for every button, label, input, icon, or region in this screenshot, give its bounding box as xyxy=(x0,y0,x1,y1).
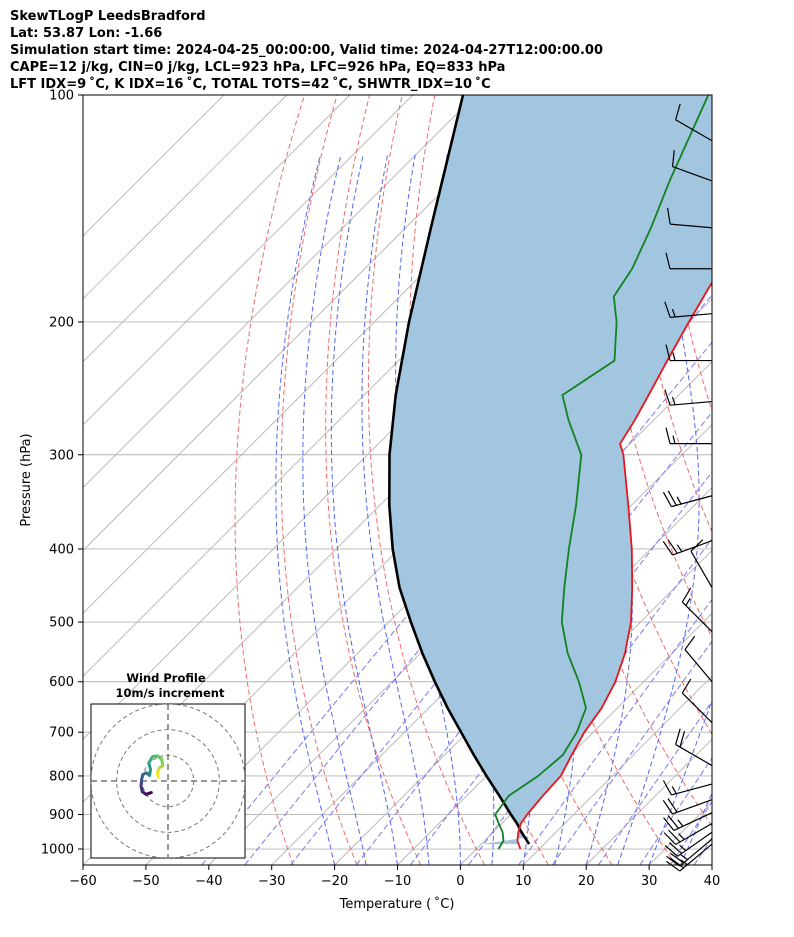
wind-barbs xyxy=(662,103,713,872)
moist-adiabat-line xyxy=(302,154,367,865)
wind-barb xyxy=(663,822,713,846)
wind-barb xyxy=(662,490,713,508)
wind-barb xyxy=(684,635,713,683)
parcel-profile xyxy=(387,95,531,845)
x-tick-label: −10 xyxy=(384,874,411,889)
station-location: Lat: 53.87 Lon: -1.66 xyxy=(10,26,163,41)
y-tick-label: 400 xyxy=(49,542,74,557)
x-tick-label: −20 xyxy=(321,874,348,889)
x-tick-label: −60 xyxy=(69,874,96,889)
dry-adiabat-line xyxy=(367,95,485,865)
x-tick-label: 20 xyxy=(578,874,595,889)
y-tick-label: 1000 xyxy=(41,843,74,858)
stability-parameters: CAPE=12 j/kg, CIN=0 j/kg, LCL=923 hPa, L… xyxy=(10,60,506,75)
moist-adiabat-line xyxy=(680,791,712,865)
dry-adiabat-line xyxy=(234,95,305,865)
simulation-times: Simulation start time: 2024-04-25_00:00:… xyxy=(10,43,603,58)
y-tick-label: 600 xyxy=(49,675,74,690)
y-tick-label: 700 xyxy=(49,726,74,741)
wind-barb xyxy=(665,427,712,445)
moist-adiabat-line xyxy=(648,698,712,865)
y-tick-label: 500 xyxy=(49,616,74,631)
y-tick-label: 300 xyxy=(49,448,74,463)
isotherm-line xyxy=(83,95,288,300)
wind-barb xyxy=(666,207,713,229)
moist-adiabat-line xyxy=(711,863,712,865)
wind-barb xyxy=(666,838,713,867)
moist-adiabat-line xyxy=(617,154,700,865)
wind-barb xyxy=(681,678,713,724)
dry-adiabat-line xyxy=(280,95,358,865)
isotherm-line xyxy=(83,95,414,426)
isotherm-line xyxy=(271,424,712,865)
x-tick-label: −30 xyxy=(258,874,285,889)
index-parameters: LFT IDX=9 ˚C, K IDX=16 ˚C, TOTAL TOTS=42… xyxy=(10,77,491,92)
hodograph-inset: Wind Profile 10m/s increment xyxy=(90,671,246,859)
y-tick-label: 200 xyxy=(49,315,74,330)
wind-barb xyxy=(665,344,712,362)
y-axis-label: Pressure (hPa) xyxy=(19,433,34,526)
y-tick-label: 800 xyxy=(49,769,74,784)
x-tick-label: 10 xyxy=(515,874,532,889)
x-tick-label: −50 xyxy=(132,874,159,889)
x-tick-label: 30 xyxy=(641,874,658,889)
wind-barb xyxy=(664,831,713,857)
x-axis-label: Temperature ( ˚C) xyxy=(339,896,455,912)
wind-barb xyxy=(675,728,713,767)
mixing-ratio-line xyxy=(597,700,712,865)
axes: −60 −50 −40 −30 −20 −10 0 10 20 30 40 100 200 300 400 5… xyxy=(41,89,720,890)
mixing-ratio-line xyxy=(355,411,712,865)
isotherm-line xyxy=(711,864,712,865)
x-tick-label: −40 xyxy=(195,874,222,889)
wind-barb xyxy=(662,798,713,815)
hodograph-title: Wind Profile xyxy=(126,671,206,685)
x-tick-label: 0 xyxy=(456,874,464,889)
isotherm-line xyxy=(775,95,794,865)
dewpoint-profile xyxy=(494,95,710,850)
y-tick-label: 100 xyxy=(49,89,74,104)
plot-area xyxy=(83,95,794,865)
dry-adiabat-line xyxy=(629,95,712,533)
wind-barb xyxy=(662,539,713,556)
wind-barb xyxy=(665,252,712,270)
isotherm-line xyxy=(460,612,712,865)
chart-title: SkewTLogP LeedsBradford xyxy=(10,9,206,24)
isotherm-line xyxy=(522,675,712,865)
x-tick-label: 40 xyxy=(704,874,721,889)
moist-adiabat-line xyxy=(275,154,336,865)
y-tick-label: 900 xyxy=(49,808,74,823)
wind-barb xyxy=(671,150,713,182)
wind-barb xyxy=(690,539,713,588)
isotherm-line xyxy=(83,95,539,552)
cape-cin-shading xyxy=(389,95,712,845)
isotherm-line xyxy=(83,95,476,489)
wind-barb xyxy=(663,812,713,831)
mixing-ratio-line xyxy=(551,640,712,865)
wind-barb xyxy=(662,780,713,796)
wind-barb xyxy=(675,103,713,142)
chart-header: SkewTLogP LeedsBradford Lat: 53.87 Lon: … xyxy=(10,8,603,93)
temperature-profile xyxy=(516,281,712,850)
wind-barb xyxy=(664,389,713,406)
isotherm-line xyxy=(83,95,351,363)
dry-adiabat-line xyxy=(761,95,794,865)
moist-adiabat-line xyxy=(361,154,430,865)
moist-adiabat-line xyxy=(330,154,398,865)
mixing-ratio-line xyxy=(518,598,712,865)
dry-adiabat-line xyxy=(728,95,794,865)
wind-barb xyxy=(681,587,713,633)
hodograph-trace-segment xyxy=(155,771,160,779)
hodograph-subtitle: 10m/s increment xyxy=(116,686,225,700)
wind-barb xyxy=(664,301,713,318)
isotherm-line xyxy=(83,95,225,237)
mixing-ratio-line xyxy=(290,341,712,865)
